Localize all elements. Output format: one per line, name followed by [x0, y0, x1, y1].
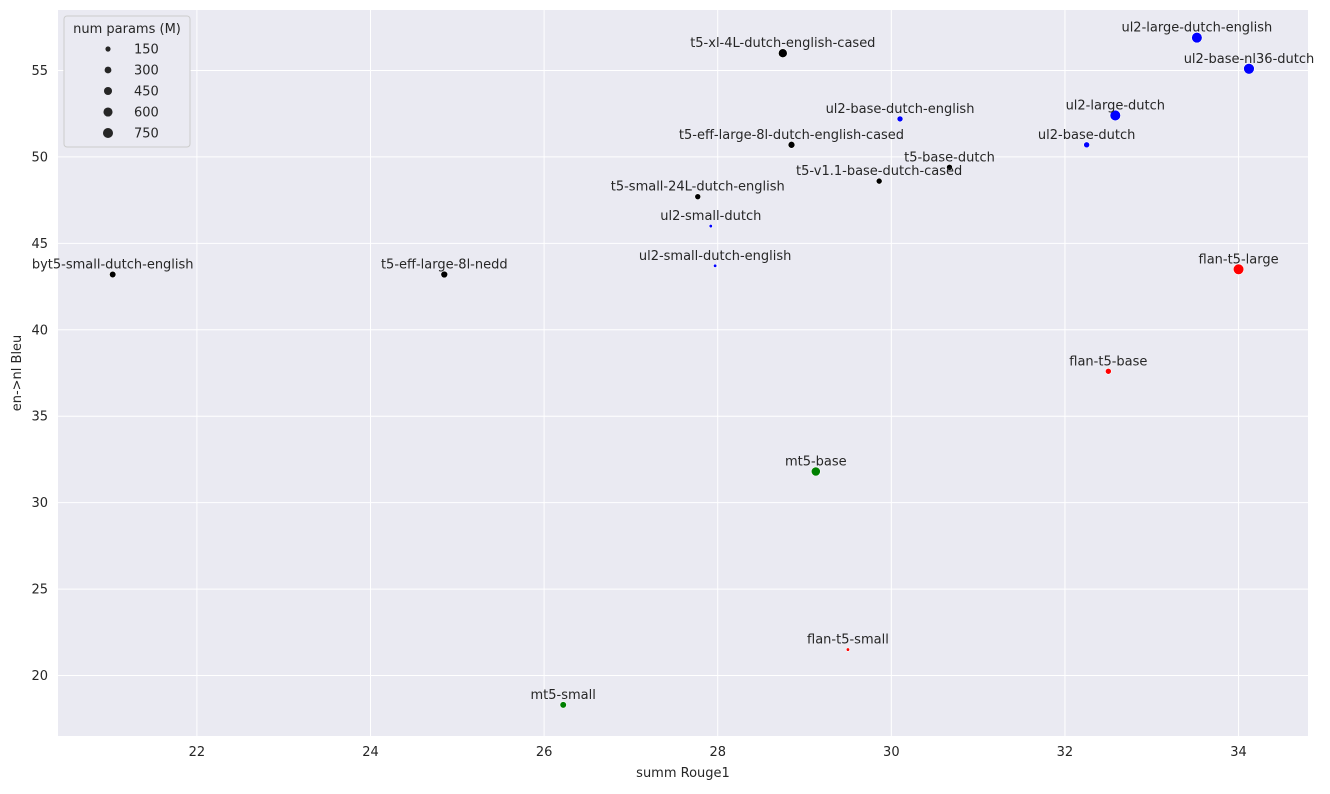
point-label: t5-eff-large-8l-nedd: [381, 257, 508, 272]
point-label: ul2-large-dutch-english: [1121, 21, 1272, 36]
point-label: ul2-large-dutch: [1066, 98, 1165, 113]
data-point: [1083, 141, 1090, 149]
legend-marker: [103, 86, 113, 96]
point-label: t5-v1.1-base-dutch-cased: [796, 164, 962, 179]
point-label: t5-eff-large-8l-dutch-english-cased: [679, 128, 904, 143]
point-labels: ul2-large-dutch-english t5-xl-4L-dutch-en…: [32, 21, 1314, 703]
legend-label: 600: [134, 106, 159, 121]
legend-marker: [105, 46, 111, 52]
point-label: t5-small-24L-dutch-english: [611, 180, 785, 195]
legend-marker: [103, 107, 113, 117]
grid-lines: [58, 10, 1308, 736]
legend-items: 150 300 450 600 750: [102, 43, 159, 142]
x-tick-label: 28: [709, 745, 726, 760]
data-point: [875, 177, 883, 185]
point-label: ul2-small-dutch-english: [639, 249, 792, 264]
data-point: [713, 263, 718, 268]
data-point: [1105, 367, 1112, 375]
y-tick-label: 20: [31, 669, 48, 684]
legend-title: num params (M): [73, 22, 181, 37]
y-tick-label: 30: [31, 496, 48, 511]
tick-labels: 22 24 26 28 30 32 34 20 25 30 35 40 45 50 55: [31, 64, 1246, 760]
point-label: flan-t5-small: [807, 633, 889, 648]
data-point: [694, 193, 702, 200]
data-point: [787, 141, 796, 149]
data-point: [1191, 32, 1203, 44]
data-point: [845, 647, 850, 652]
x-tick-label: 22: [189, 745, 206, 760]
data-point: [778, 48, 788, 58]
point-label: flan-t5-base: [1069, 354, 1147, 369]
point-label: ul2-base-nl36-dutch: [1184, 52, 1315, 67]
y-tick-label: 55: [31, 64, 48, 79]
legend: num params (M) 150 300 450 600 750: [63, 15, 191, 148]
data-point: [1243, 63, 1255, 75]
y-axis-label: en->nl Bleu: [10, 335, 25, 412]
y-tick-label: 50: [31, 150, 48, 165]
point-label: ul2-base-dutch-english: [826, 102, 975, 117]
x-tick-label: 34: [1230, 745, 1247, 760]
data-point: [946, 163, 953, 171]
x-tick-label: 26: [536, 745, 553, 760]
y-tick-label: 40: [31, 323, 48, 338]
point-label: ul2-small-dutch: [660, 209, 761, 224]
data-point: [810, 466, 821, 477]
data-point: [708, 224, 713, 229]
data-point: [440, 270, 449, 279]
point-label: byt5-small-dutch-english: [32, 257, 194, 272]
point-label: t5-base-dutch: [904, 150, 995, 165]
legend-label: 450: [134, 85, 159, 100]
plot-area: [58, 10, 1308, 736]
x-tick-label: 32: [1057, 745, 1074, 760]
data-point: [109, 270, 117, 279]
legend-label: 750: [134, 127, 159, 142]
point-label: mt5-base: [785, 455, 847, 470]
data-point: [559, 701, 567, 709]
legend-label: 300: [134, 64, 159, 79]
point-label: mt5-small: [531, 688, 596, 703]
y-tick-label: 35: [31, 410, 48, 425]
data-point: [896, 115, 904, 123]
point-label: flan-t5-large: [1199, 252, 1279, 267]
legend-box: [63, 15, 191, 148]
legend-marker: [104, 66, 112, 74]
data-point: [1109, 109, 1121, 122]
x-tick-label: 30: [883, 745, 900, 760]
y-tick-label: 45: [31, 237, 48, 252]
x-axis-label: summ Rouge1: [636, 766, 730, 781]
legend-label: 150: [134, 43, 159, 58]
point-label: ul2-base-dutch: [1038, 128, 1135, 143]
y-tick-label: 25: [31, 583, 48, 598]
data-points: [109, 32, 1255, 709]
legend-marker: [102, 127, 114, 139]
x-tick-label: 24: [362, 745, 379, 760]
point-label: t5-xl-4L-dutch-english-cased: [690, 36, 875, 51]
data-point: [1232, 263, 1245, 275]
